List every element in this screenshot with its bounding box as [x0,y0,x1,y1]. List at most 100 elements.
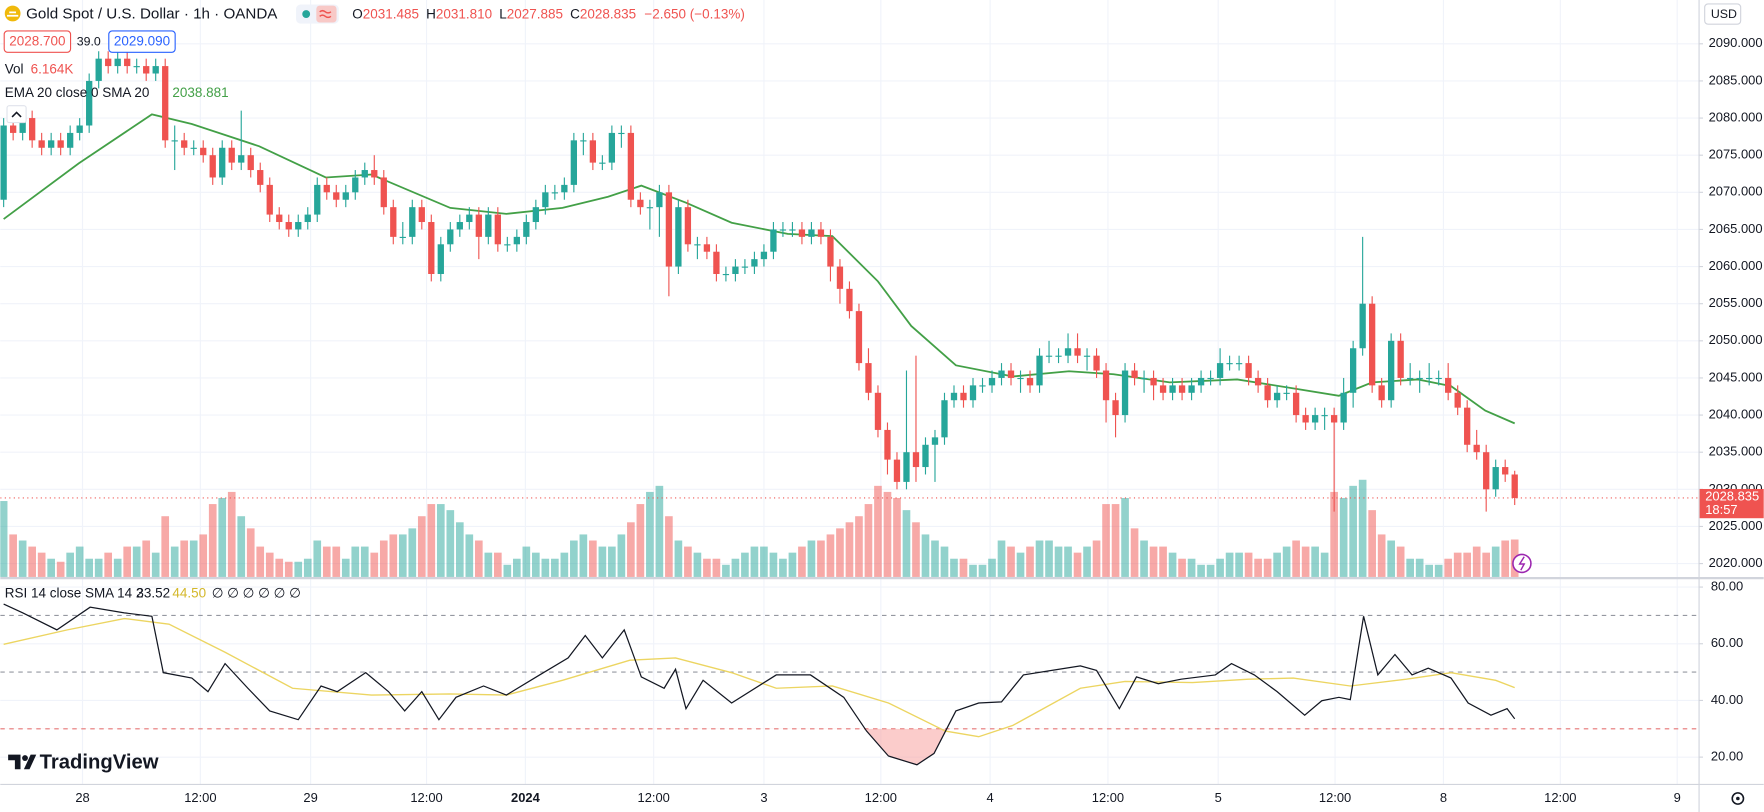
symbol-title[interactable]: Gold Spot / U.S. Dollar · 1h · OANDA [26,6,278,23]
volume-bar [1311,546,1319,577]
candle-body [447,229,454,245]
candle-body [627,132,635,200]
volume-bar [455,522,464,577]
candle-body [0,125,7,200]
candle-body [266,184,273,215]
legend-header: Gold Spot / U.S. Dollar · 1h · OANDA O20… [3,4,745,124]
countdown-text: 18:57 [1705,502,1737,517]
rsi-sma-line [3,617,1515,738]
volume-bar [142,540,151,577]
volume-bar [1320,552,1329,577]
volume-legend-label: Vol [5,61,24,76]
candle-body [570,140,578,185]
volume-bar [1501,540,1510,577]
candle-body [760,251,768,260]
volume-bar [655,485,664,577]
volume-bar [703,558,711,577]
candle-body [1045,355,1053,357]
volume-bar [1453,552,1462,577]
brand-logo: TradingView [8,751,159,773]
alert-icon-glyph [1518,556,1526,571]
volume-bar [1406,558,1414,577]
ohlc-value: 2031.810 [436,6,492,21]
candle-body [352,177,359,193]
currency-label: USD [1711,7,1737,21]
candle-body [1511,474,1518,498]
buy-button[interactable] [108,30,176,53]
candle-body [1083,355,1091,357]
y-tick-label: 2075.000 [1709,147,1763,162]
volume-bar [636,504,645,577]
candle-body [295,222,302,230]
candle-body [171,140,178,142]
sell-button[interactable] [3,30,72,53]
candle-body [789,229,796,231]
market-open-dot [302,10,311,18]
candle-body [1292,392,1300,416]
candle-body [48,140,55,148]
candle-body [722,273,730,276]
candle-body [1007,370,1015,378]
candle-body [95,58,102,81]
volume-bar [494,552,502,577]
brand-icon-dot [22,755,28,761]
ohlc-label: L [499,6,507,21]
volume-bar [360,546,369,577]
candle-body [1036,355,1043,386]
volume-bar [303,558,312,577]
collapse-button[interactable] [6,105,27,124]
candle-body [1226,363,1233,365]
currency-button[interactable] [1704,3,1742,25]
volume-bar [265,552,274,577]
symbol-icon [4,5,21,22]
buy-price: 2029.090 [114,34,170,49]
volume-bar [436,504,445,577]
rsi-tick-label: 40.00 [1711,692,1743,707]
candle-body [504,244,511,246]
volume-bar [132,546,141,577]
volume-bar [750,546,759,577]
volume-bar [1482,552,1491,577]
delayed-badge [316,5,337,23]
candle-body [1093,355,1100,371]
candle-body [1074,348,1081,356]
volume-bar [1035,540,1044,577]
candle-body [124,58,131,67]
volume-bar [1083,546,1091,577]
volume-bar [1140,540,1148,577]
volume-bar [1368,510,1376,577]
volume-bar [978,564,987,577]
x-tick-label: 2024 [511,790,541,805]
volume-bar [1292,540,1300,577]
candle-body [475,214,482,237]
candle-body [770,229,777,252]
volume-bar [532,552,540,577]
volume-bar [1339,497,1348,577]
candle-body [380,177,387,208]
rsi-legend-value: 33.52 [136,585,170,600]
candle-body [1397,340,1404,378]
rsi-legend: RSI 14 close SMA 14 2 33.52 44.50 ∅ ∅ ∅ … [5,585,301,600]
x-tick-label: 12:00 [410,790,442,805]
candle-body [903,452,910,482]
candle-body [1017,377,1024,380]
volume-bar [370,552,379,577]
volume-bar [1026,546,1034,577]
candle-body [1321,415,1328,417]
candle-body [219,147,226,178]
volume-bar [503,564,512,577]
volume-bar [351,546,360,577]
volume-bar [1159,546,1167,577]
candle-body [1178,385,1186,393]
candle-body [485,214,492,237]
volume-bar [1263,558,1272,577]
delayed-icon [319,9,332,19]
volume-bars [0,479,1519,577]
volume-bar [1301,546,1310,577]
settings-icon[interactable] [1731,792,1745,805]
volume-bar [427,504,436,577]
